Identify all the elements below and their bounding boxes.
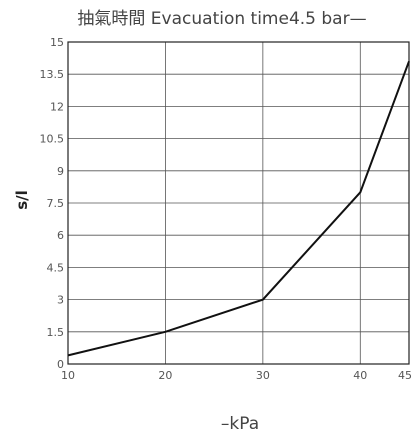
y-tick-label: 3	[57, 294, 64, 307]
x-axis-label: –kPa	[221, 414, 259, 434]
x-axis-ticks: 10 20 30 40 45	[61, 369, 412, 382]
x-tick-label: 45	[398, 369, 412, 382]
y-tick-label: 0	[57, 358, 64, 371]
x-tick-label: 30	[256, 369, 270, 382]
y-tick-label: 6	[57, 229, 64, 242]
y-tick-label: 9	[57, 165, 64, 178]
y-tick-label: 7.5	[47, 197, 65, 210]
grid	[67, 41, 410, 365]
x-tick-label: 10	[61, 369, 75, 382]
plot-frame	[67, 41, 410, 365]
x-tick-label: 20	[158, 369, 172, 382]
evacuation-time-line	[67, 60, 410, 357]
y-tick-label: 4.5	[47, 261, 65, 274]
y-tick-label: 1.5	[47, 326, 65, 339]
y-tick-label: 10.5	[40, 133, 65, 146]
chart-title: 抽氣時間 Evacuation time4.5 bar—	[77, 9, 366, 29]
y-tick-label: 13.5	[40, 68, 65, 81]
y-tick-label: 12	[50, 100, 64, 113]
y-tick-label: 15	[50, 36, 64, 49]
x-tick-label: 40	[353, 369, 367, 382]
y-axis-label: s/l	[13, 190, 31, 210]
y-axis-ticks: 0 1.5 3 4.5 6 7.5 9 10.5 12 13.5 15	[40, 36, 65, 371]
